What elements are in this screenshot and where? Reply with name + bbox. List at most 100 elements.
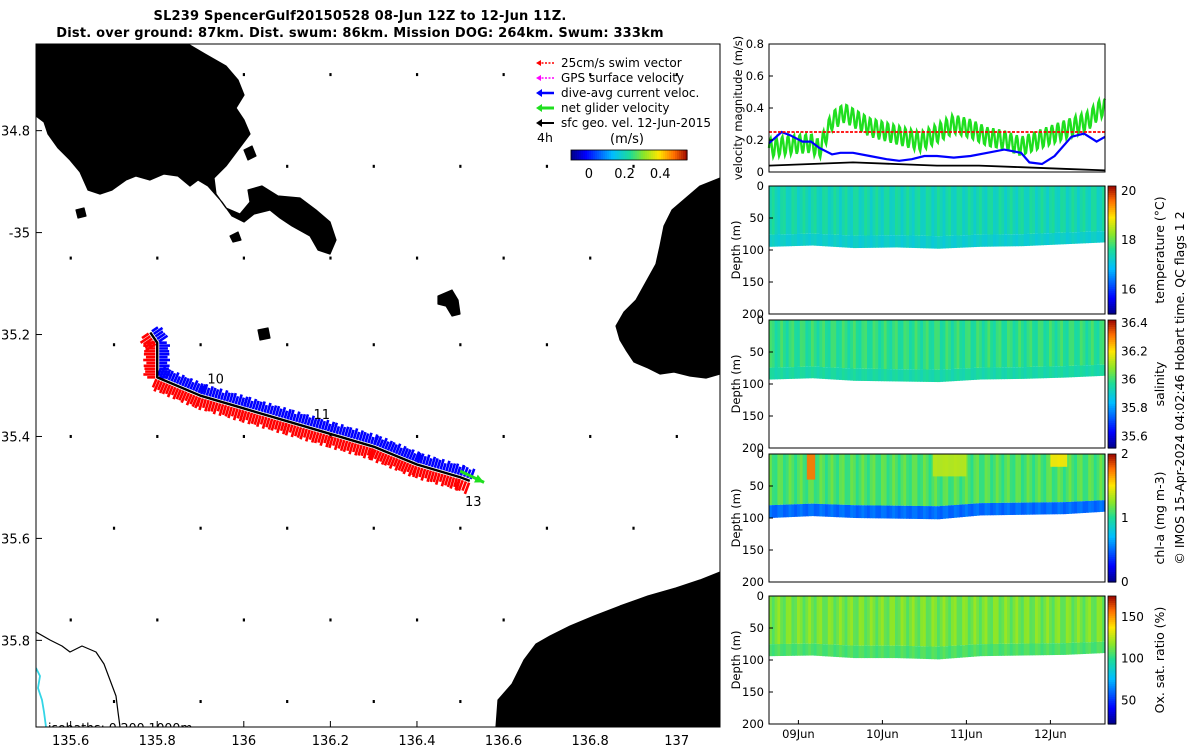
- section-colorbar-swatch: [1108, 518, 1116, 521]
- dac-vector: [419, 453, 425, 464]
- section-cell-upper: [900, 596, 904, 646]
- swim-vector: [288, 424, 294, 433]
- dac-vector: [295, 411, 301, 423]
- section-colorbar-swatch: [1108, 437, 1116, 441]
- section-cell-lower: [774, 644, 778, 657]
- section-colorbar-swatch: [1108, 683, 1116, 687]
- section-cell-upper: [934, 186, 938, 237]
- section-cell-upper: [965, 596, 969, 645]
- dac-vector: [433, 458, 439, 469]
- section-cell-lower: [911, 369, 916, 382]
- section-cell-lower: [791, 643, 795, 656]
- section-colorbar-tick-label: 16: [1121, 282, 1136, 296]
- section-cell-lower: [951, 645, 955, 659]
- section-colorbar-swatch: [1108, 445, 1116, 449]
- colorbar-swatch: [631, 150, 634, 160]
- section-cell-upper: [1043, 454, 1047, 503]
- section-cell-upper: [981, 454, 986, 504]
- section-cell-lower: [1051, 502, 1056, 515]
- section-colorbar-swatch: [1108, 330, 1116, 334]
- section-colorbar-swatch: [1108, 505, 1116, 508]
- colorbar-swatch: [663, 150, 666, 160]
- colorbar-swatch: [659, 150, 662, 160]
- section-colorbar-swatch: [1108, 360, 1116, 364]
- geo-vector-marker: [459, 700, 462, 704]
- section-cell-upper: [1001, 454, 1005, 503]
- section-cell-upper: [945, 320, 949, 370]
- section-cell-upper: [917, 320, 921, 370]
- dac-vector: [453, 463, 460, 474]
- map-x-axis: 135.6 135.8 136 136.2 136.4 136.6 136.8 137: [52, 721, 689, 749]
- section-cell-upper: [1009, 596, 1014, 644]
- section-colorbar-swatch: [1108, 562, 1116, 566]
- section-cell-upper: [1057, 320, 1061, 367]
- dac-vector: [352, 428, 359, 440]
- swim-vector: [370, 449, 377, 461]
- section-colorbar-swatch: [1108, 339, 1116, 342]
- velocity-magnitude-panel[interactable]: 00.20.40.60.8 velocity magnitude (m/s): [731, 36, 1107, 181]
- dac-vector: [430, 456, 437, 468]
- section-cell-lower: [1077, 642, 1081, 655]
- section-cell-lower: [1096, 641, 1100, 654]
- section-colorbar-swatch: [1108, 426, 1116, 430]
- section-cell-lower: [833, 367, 837, 380]
- section-cell-lower: [774, 234, 778, 247]
- dac-vector: [266, 402, 272, 414]
- section-cell-upper: [962, 596, 966, 646]
- section-cell-upper: [990, 596, 994, 644]
- dac-vector: [450, 463, 457, 474]
- section-cell-lower: [942, 235, 946, 249]
- section-cell-upper: [942, 320, 946, 370]
- section-cell-upper: [1065, 320, 1070, 366]
- section-cell-lower: [769, 367, 773, 380]
- section-cell-upper: [1035, 596, 1039, 644]
- section-cell-lower: [1082, 365, 1086, 377]
- dac-vector: [277, 408, 283, 418]
- section-colorbar-swatch: [1108, 269, 1116, 272]
- section-cell-lower: [799, 504, 804, 517]
- colorbar-swatch: [629, 150, 632, 160]
- section-cell-lower: [825, 367, 829, 380]
- dac-vector: [448, 462, 454, 473]
- swim-vector: [158, 382, 166, 394]
- section-colorbar-swatch: [1108, 694, 1116, 697]
- isobath-200m-line: [36, 667, 47, 727]
- section-cell-upper: [951, 454, 955, 506]
- section-cell-upper: [948, 596, 952, 647]
- section-cell-lower: [1096, 364, 1100, 377]
- dac-vector: [151, 326, 159, 333]
- section-colorbar-swatch: [1108, 545, 1116, 549]
- section-cell-lower: [951, 235, 955, 249]
- section-cell-lower: [1060, 232, 1064, 245]
- day-label: 11: [313, 408, 330, 423]
- dac-vector: [367, 432, 373, 444]
- section-cell-upper: [836, 320, 840, 368]
- section-cell-upper: [867, 320, 871, 369]
- section-cell-upper: [928, 454, 932, 507]
- section-cell-lower: [1029, 366, 1033, 379]
- section-cell-upper: [1046, 186, 1050, 234]
- section-cell-upper: [799, 596, 804, 644]
- section-cell-lower: [794, 504, 798, 517]
- section-cell-upper: [1085, 186, 1089, 232]
- section-cell-lower: [1015, 643, 1019, 656]
- section-cell-lower: [973, 503, 977, 516]
- map-legend: 25cm/s swim vector GPS surface velocity …: [536, 56, 711, 182]
- section-colorbar-swatch: [1108, 698, 1116, 702]
- section-cell-upper: [827, 320, 832, 368]
- land-sw-peninsula: [36, 631, 121, 727]
- section-cell-upper: [1009, 320, 1014, 368]
- section-cell-lower: [993, 367, 997, 380]
- section-cell-upper: [830, 454, 834, 505]
- section-cell-upper: [813, 186, 818, 234]
- section-cell-lower: [881, 645, 885, 659]
- section-cell-upper: [951, 596, 955, 646]
- colorbar-swatch: [639, 150, 642, 160]
- section-cell-upper: [886, 454, 890, 506]
- section-cell-lower: [1021, 234, 1025, 247]
- section-cell-lower: [937, 506, 941, 520]
